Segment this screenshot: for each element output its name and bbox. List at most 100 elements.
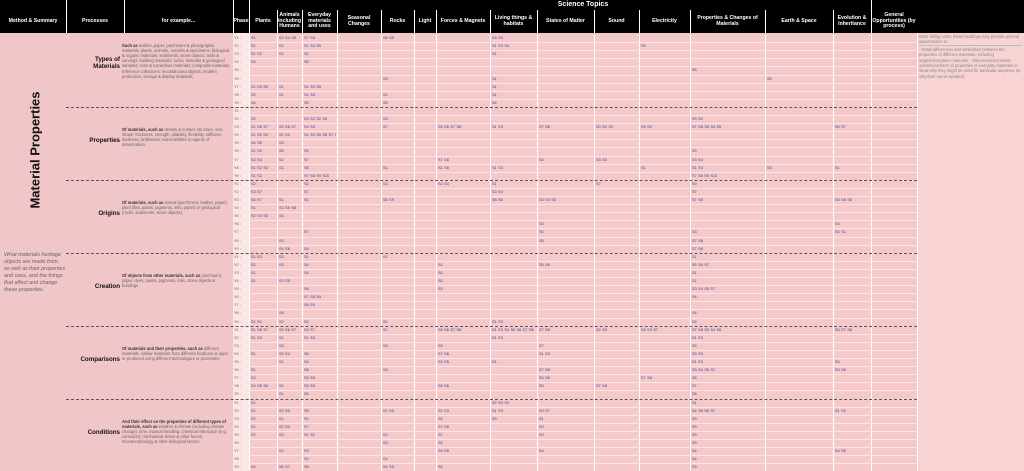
criteria-link[interactable]: S9 (389, 36, 394, 40)
criteria-link[interactable]: S2 (383, 432, 388, 437)
criteria-link[interactable]: S5 (498, 36, 503, 40)
criteria-link[interactable]: S3 (835, 368, 840, 373)
criteria-link[interactable]: S3 (257, 335, 262, 340)
criteria-link[interactable]: S5 (279, 149, 284, 154)
criteria-link[interactable]: S7 (692, 125, 697, 130)
criteria-link[interactable]: S4 (539, 376, 544, 381)
criteria-link[interactable]: S9 (383, 343, 388, 348)
criteria-link[interactable]: S1 (692, 360, 697, 364)
criteria-link[interactable]: S5 (545, 376, 550, 381)
criteria-link[interactable]: S1 (251, 52, 256, 57)
criteria-link[interactable]: S5 (539, 262, 544, 267)
criteria-link[interactable]: S2 (257, 173, 262, 178)
criteria-link[interactable]: S3 (539, 198, 544, 202)
criteria-link[interactable]: S10 (322, 173, 330, 178)
criteria-link[interactable]: S3 (492, 416, 497, 421)
criteria-link[interactable]: S3 (647, 125, 652, 130)
criteria-link[interactable]: S8 (698, 327, 703, 332)
criteria-link[interactable]: S3 (596, 157, 601, 162)
criteria-link[interactable]: S6 (704, 408, 709, 413)
criteria-link[interactable]: S7 (450, 125, 455, 130)
criteria-link[interactable]: S8 (647, 376, 652, 381)
criteria-link[interactable]: S6 (279, 465, 284, 470)
criteria-link[interactable]: S8 (310, 92, 315, 97)
criteria-link[interactable]: S4 (383, 465, 388, 470)
criteria-link[interactable]: S3 (539, 424, 544, 429)
criteria-link[interactable]: S7 (263, 327, 268, 332)
criteria-link[interactable]: S1 (692, 400, 697, 405)
criteria-link[interactable]: S1 (492, 125, 497, 130)
criteria-link[interactable]: S2 (251, 181, 256, 186)
criteria-link[interactable]: S1 (279, 84, 284, 89)
criteria-link[interactable]: S3 (692, 432, 697, 437)
criteria-link[interactable]: S2 (698, 117, 703, 121)
criteria-link[interactable]: S2 (251, 262, 256, 267)
criteria-link[interactable]: S4 (279, 311, 284, 316)
criteria-link[interactable]: S7 (522, 327, 528, 332)
criteria-link[interactable]: S3 (498, 165, 503, 170)
criteria-link[interactable]: S7 (310, 327, 315, 332)
criteria-link[interactable]: S3 (279, 254, 284, 259)
criteria-link[interactable]: S3 (383, 441, 388, 445)
criteria-link[interactable]: S5 (285, 206, 290, 211)
criteria-link[interactable]: S3 (692, 351, 697, 356)
criteria-link[interactable]: S1 (438, 165, 443, 170)
criteria-link[interactable]: S5 (539, 384, 544, 389)
criteria-link[interactable]: S7 (692, 238, 697, 243)
criteria-link[interactable]: S3 (698, 360, 703, 364)
criteria-link[interactable]: S1 (251, 206, 256, 211)
criteria-link[interactable]: S8 (698, 173, 703, 178)
criteria-link[interactable]: S7 (692, 384, 697, 389)
criteria-link[interactable]: S3 (698, 335, 703, 340)
criteria-link[interactable]: S7 (304, 36, 309, 40)
criteria-link[interactable]: S3 (279, 238, 284, 243)
criteria-link[interactable]: S7 (710, 408, 716, 413)
criteria-link[interactable]: S5 (438, 327, 443, 332)
criteria-link[interactable]: S4 (438, 449, 443, 454)
criteria-link[interactable]: S1 (251, 335, 256, 340)
criteria-link[interactable]: S3 (608, 125, 613, 130)
criteria-link[interactable]: S7 (841, 327, 846, 332)
criteria-link[interactable]: S3 (692, 465, 697, 470)
criteria-link[interactable]: S3 (279, 343, 284, 348)
criteria-link[interactable]: S2 (257, 52, 262, 57)
criteria-link[interactable]: S3 (498, 400, 503, 405)
criteria-link[interactable]: S8 (545, 368, 550, 373)
criteria-link[interactable]: S2 (251, 214, 256, 219)
criteria-link[interactable]: S9 (704, 173, 709, 178)
criteria-link[interactable]: S8 (847, 327, 852, 332)
criteria-link[interactable]: S8 (310, 173, 315, 178)
criteria-link[interactable]: S8 (383, 36, 388, 40)
criteria-link[interactable]: S5 (698, 408, 703, 413)
criteria-link[interactable]: S5 (704, 368, 709, 373)
criteria-link[interactable]: S5 (263, 214, 268, 219)
criteria-link[interactable]: S1 (539, 416, 544, 421)
criteria-link[interactable]: S6 (698, 262, 703, 267)
criteria-link[interactable]: S8 (602, 384, 607, 389)
criteria-link[interactable]: S2 (438, 408, 443, 413)
criteria-link[interactable]: S4 (835, 449, 840, 454)
criteria-link[interactable]: S1 (692, 165, 697, 170)
criteria-link[interactable]: S1 (383, 165, 388, 170)
criteria-link[interactable]: S0 (596, 125, 601, 130)
criteria-link[interactable]: S4 (698, 368, 703, 373)
criteria-link[interactable]: S2 (251, 376, 256, 381)
criteria-link[interactable]: S9 (692, 117, 697, 121)
criteria-link[interactable]: S2 (316, 117, 321, 121)
criteria-link[interactable]: S8 (698, 125, 703, 130)
criteria-link[interactable]: S6 (841, 198, 846, 202)
criteria-link[interactable]: S7 (692, 327, 697, 332)
criteria-link[interactable]: S5 (704, 287, 709, 292)
criteria-link[interactable]: S5 (383, 100, 388, 105)
criteria-link[interactable]: S8 (492, 198, 497, 202)
criteria-link[interactable]: S3 (304, 449, 309, 454)
criteria-link[interactable]: S8 (528, 327, 534, 332)
criteria-link[interactable]: S3 (285, 424, 290, 429)
criteria-link[interactable]: S3 (279, 408, 284, 413)
criteria-link[interactable]: S2 (310, 432, 315, 437)
criteria-link[interactable]: S3 (492, 36, 497, 40)
criteria-link[interactable]: S2 (251, 432, 256, 437)
criteria-link[interactable]: S7 (710, 287, 716, 292)
criteria-link[interactable]: S3 (704, 125, 709, 130)
criteria-link[interactable]: S3 (310, 133, 315, 138)
